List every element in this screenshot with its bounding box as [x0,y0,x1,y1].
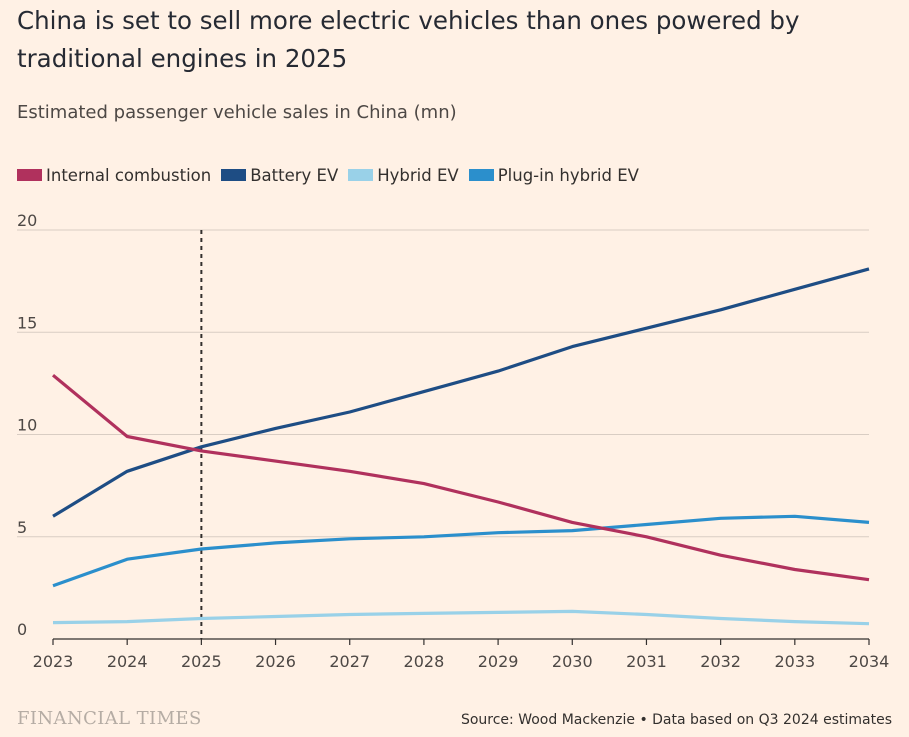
chart-title: China is set to sell more electric vehic… [17,6,800,73]
legend-label-battery-ev: Battery EV [250,165,339,185]
legend-item-internal-combustion: Internal combustion [17,166,211,185]
y-tick-label-5: 5 [17,518,27,537]
source-note: Source: Wood Mackenzie • Data based on Q… [460,712,892,728]
series-line-internal-combustion [51,373,870,582]
financial-times-logo: FINANCIAL TIMES [17,708,202,729]
chart-subtitle: Estimated passenger vehicle sales in Chi… [17,102,457,123]
x-tick-label-2032: 2032 [700,652,741,671]
x-tick-label-2025: 2025 [181,652,222,671]
legend-label-internal-combustion: Internal combustion [46,165,212,185]
y-tick-label-10: 10 [17,416,37,435]
series-line-battery-ev [52,267,870,518]
x-tick-label-2023: 2023 [33,652,74,671]
series-line-hybrid-ev [52,609,870,626]
x-tick-label-2027: 2027 [329,652,370,671]
x-tick-label-2024: 2024 [107,652,148,671]
legend-swatch-hybrid-ev [348,169,374,181]
x-tick-label-2033: 2033 [774,652,815,671]
x-tick-label-2026: 2026 [255,652,296,671]
x-tick-label-2029: 2029 [478,652,519,671]
series-line-plug-in-hybrid-ev [52,514,870,588]
y-tick-label-20: 20 [17,211,37,230]
legend-label-hybrid-ev: Hybrid EV [377,165,459,185]
y-tick-label-15: 15 [17,313,37,332]
x-tick-label-2031: 2031 [626,652,667,671]
y-tick-label-0: 0 [17,620,27,639]
legend-swatch-battery-ev [221,169,247,181]
legend-item-battery-ev: Battery EV [221,166,338,185]
legend-swatch-internal-combustion [17,169,42,181]
x-tick-label-2030: 2030 [552,652,593,671]
legend-swatch-plug-in-hybrid-ev [468,169,494,181]
legend-item-plug-in-hybrid-ev: Plug-in hybrid EV [468,165,639,185]
legend-item-hybrid-ev: Hybrid EV [348,165,459,185]
x-tick-label-2028: 2028 [404,652,445,671]
x-tick-label-2034: 2034 [849,652,890,671]
chart-legend: Internal combustion Battery EV Hybrid EV… [17,164,649,186]
legend-label-plug-in-hybrid-ev: Plug-in hybrid EV [497,165,639,185]
